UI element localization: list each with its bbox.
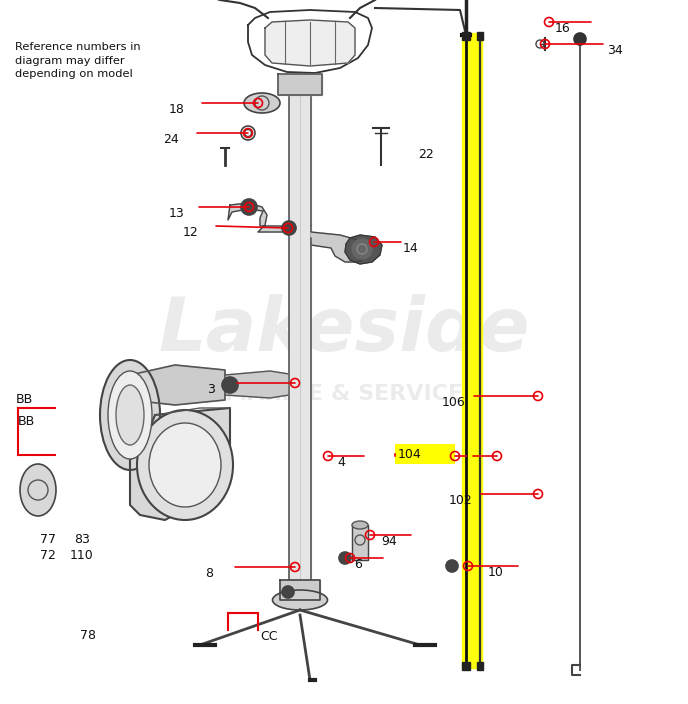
Text: 18: 18 — [169, 103, 185, 116]
Bar — [462, 33, 482, 668]
Ellipse shape — [149, 423, 221, 507]
Ellipse shape — [116, 385, 144, 445]
Polygon shape — [130, 408, 230, 520]
Polygon shape — [248, 10, 372, 73]
Ellipse shape — [108, 371, 152, 459]
Text: BB: BB — [18, 415, 35, 428]
Text: CC: CC — [260, 630, 277, 643]
Polygon shape — [345, 235, 382, 264]
Ellipse shape — [352, 521, 368, 529]
Text: MARINE & SERVICE: MARINE & SERVICE — [225, 384, 463, 404]
Ellipse shape — [100, 360, 160, 470]
Circle shape — [446, 560, 458, 572]
Polygon shape — [477, 662, 483, 670]
Text: 6: 6 — [354, 558, 362, 571]
Text: BB: BB — [16, 393, 33, 406]
Text: 78: 78 — [80, 629, 96, 642]
Text: Reference numbers in
diagram may differ
depending on model: Reference numbers in diagram may differ … — [15, 42, 140, 80]
Ellipse shape — [272, 590, 327, 610]
Circle shape — [282, 586, 294, 598]
Ellipse shape — [137, 410, 233, 520]
Circle shape — [339, 552, 351, 564]
Polygon shape — [477, 32, 483, 40]
Ellipse shape — [20, 464, 56, 516]
Polygon shape — [130, 365, 225, 405]
Polygon shape — [352, 525, 368, 560]
Text: 3: 3 — [207, 383, 215, 396]
Text: 10: 10 — [488, 566, 504, 579]
Text: 83: 83 — [74, 533, 90, 546]
Circle shape — [282, 221, 296, 235]
Polygon shape — [228, 203, 289, 232]
Text: 16: 16 — [555, 22, 571, 35]
Text: 14: 14 — [403, 242, 419, 255]
Polygon shape — [265, 20, 355, 66]
Text: 94: 94 — [381, 535, 397, 548]
Text: 24: 24 — [163, 133, 179, 146]
Text: 106: 106 — [442, 396, 466, 409]
Polygon shape — [280, 580, 320, 600]
Text: 102: 102 — [449, 494, 473, 507]
Text: Lakeside: Lakeside — [158, 294, 530, 367]
Polygon shape — [311, 226, 368, 262]
Bar — [395, 444, 455, 464]
Polygon shape — [462, 32, 470, 40]
Text: 13: 13 — [169, 207, 185, 220]
Circle shape — [241, 199, 257, 215]
Text: 72: 72 — [40, 549, 56, 562]
Circle shape — [352, 239, 372, 259]
Text: 8: 8 — [205, 567, 213, 580]
Text: 12: 12 — [183, 226, 199, 239]
Text: 77: 77 — [40, 533, 56, 546]
Polygon shape — [462, 662, 470, 670]
Text: 4: 4 — [337, 456, 345, 469]
Ellipse shape — [244, 93, 280, 113]
Text: 110: 110 — [70, 549, 94, 562]
Text: 22: 22 — [418, 148, 433, 161]
Text: 34: 34 — [607, 44, 623, 57]
Polygon shape — [225, 371, 289, 398]
Polygon shape — [289, 95, 311, 590]
Circle shape — [222, 377, 238, 393]
Circle shape — [574, 33, 586, 45]
Polygon shape — [278, 74, 322, 95]
Text: 104: 104 — [398, 448, 422, 460]
